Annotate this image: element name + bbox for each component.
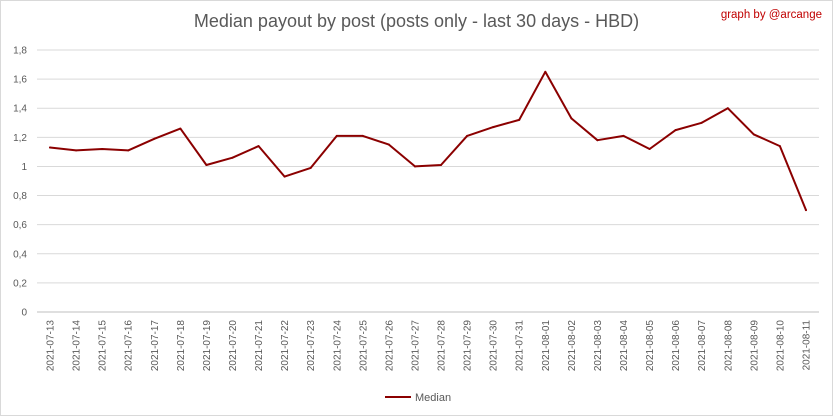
data-point [544, 70, 547, 73]
x-tick-label: 2021-08-02 [567, 320, 578, 372]
chart-title: Median payout by post (posts only - last… [193, 11, 640, 31]
data-point [570, 117, 573, 120]
data-point [700, 121, 703, 124]
data-point [205, 163, 208, 166]
x-tick-label: 2021-07-14 [72, 320, 83, 372]
x-tick-label: 2021-07-28 [437, 320, 448, 372]
data-point [153, 137, 156, 140]
x-tick-label: 2021-07-25 [358, 320, 369, 372]
data-point [726, 107, 729, 110]
data-point [413, 165, 416, 168]
x-tick-label: 2021-08-09 [749, 320, 760, 372]
x-tick-label: 2021-08-01 [541, 320, 552, 372]
x-tick-label: 2021-08-04 [619, 320, 630, 372]
x-tick-label: 2021-07-24 [332, 320, 343, 372]
y-tick-label: 0,6 [13, 220, 27, 231]
x-tick-label: 2021-07-22 [280, 320, 291, 372]
data-point [752, 133, 755, 136]
data-point [179, 127, 182, 130]
y-tick-label: 1,8 [13, 46, 27, 57]
data-point [518, 118, 521, 121]
data-point [231, 156, 234, 159]
x-tick-label: 2021-08-06 [671, 320, 682, 372]
x-tick-label: 2021-07-20 [228, 320, 239, 372]
data-point [648, 147, 651, 150]
x-tick-label: 2021-08-10 [775, 320, 786, 372]
y-tick-label: 1,6 [13, 75, 27, 86]
data-point [257, 145, 260, 148]
x-tick-label: 2021-07-21 [254, 320, 265, 372]
data-point [335, 134, 338, 137]
data-point [622, 134, 625, 137]
data-point [804, 209, 807, 212]
credit-text: graph by @arcange [720, 9, 822, 21]
data-point [387, 143, 390, 146]
y-tick-label: 0,2 [13, 278, 27, 289]
x-tick-label: 2021-07-13 [46, 320, 57, 372]
x-tick-label: 2021-07-26 [384, 320, 395, 372]
data-point [49, 146, 52, 149]
series-line-median [49, 70, 807, 212]
data-point [75, 149, 78, 152]
data-point [361, 134, 364, 137]
x-tick-label: 2021-07-16 [124, 320, 135, 372]
data-point [440, 163, 443, 166]
data-point [101, 147, 104, 150]
x-tick-label: 2021-07-29 [463, 320, 474, 372]
x-tick-label: 2021-08-11 [801, 320, 812, 371]
y-tick-label: 0,4 [13, 249, 27, 260]
data-point [596, 139, 599, 142]
data-point [674, 129, 677, 132]
x-tick-label: 2021-07-30 [489, 320, 500, 372]
x-tick-label: 2021-07-27 [410, 320, 421, 372]
x-tick-label: 2021-07-17 [150, 320, 161, 372]
legend-label-median: Median [415, 392, 451, 404]
x-tick-label: 2021-08-08 [723, 320, 734, 372]
y-tick-label: 0 [21, 308, 27, 319]
y-tick-label: 0,8 [13, 191, 27, 202]
x-tick-label: 2021-08-05 [645, 320, 656, 372]
x-tick-label: 2021-07-31 [515, 320, 526, 372]
x-tick-label: 2021-08-07 [697, 320, 708, 372]
x-tick-label: 2021-08-03 [593, 320, 604, 372]
data-point [466, 134, 469, 137]
data-point [309, 166, 312, 169]
y-tick-label: 1,4 [13, 104, 27, 115]
x-tick-label: 2021-07-18 [176, 320, 187, 372]
data-point [492, 126, 495, 129]
y-tick-label: 1 [21, 162, 27, 173]
data-point [778, 145, 781, 148]
x-tick-label: 2021-07-23 [306, 320, 317, 372]
x-tick-label: 2021-07-19 [202, 320, 213, 372]
y-tick-label: 1,2 [13, 133, 27, 144]
x-tick-label: 2021-07-15 [98, 320, 109, 372]
data-point [283, 175, 286, 178]
data-point [127, 149, 130, 152]
